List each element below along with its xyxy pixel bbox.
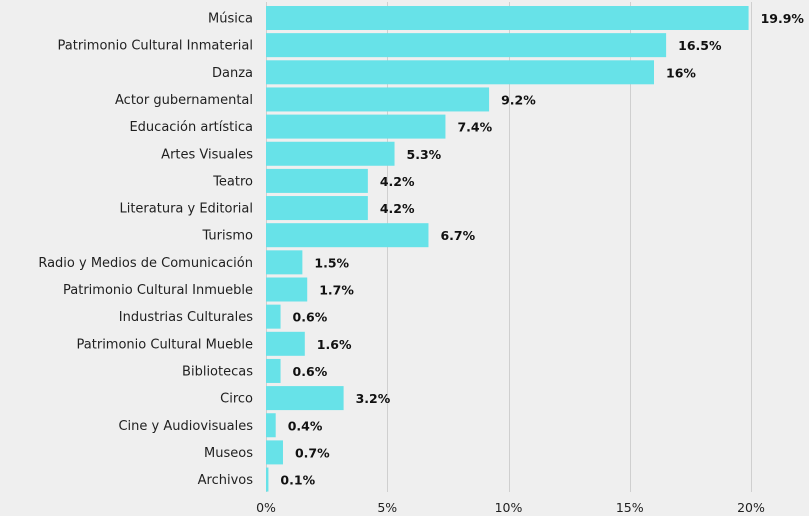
category-label: Patrimonio Cultural Mueble <box>77 337 253 352</box>
bar <box>266 114 446 139</box>
category-labels: Música Patrimonio Cultural Inmaterial Danz… <box>38 12 253 489</box>
x-tick-label: 20% <box>737 500 765 515</box>
value-label: 0.6% <box>293 310 328 325</box>
value-label: 1.5% <box>314 255 349 270</box>
bar <box>266 277 308 302</box>
value-label: 16% <box>666 65 696 80</box>
bar <box>266 413 276 438</box>
bar <box>266 358 281 383</box>
category-label: Patrimonio Cultural Inmaterial <box>58 39 253 54</box>
bar <box>266 440 283 465</box>
value-label: 4.2% <box>380 201 415 216</box>
x-tick-label: 5% <box>377 500 397 515</box>
category-label: Música <box>208 12 253 27</box>
bar <box>266 331 305 356</box>
bar <box>266 33 667 58</box>
value-label: 0.6% <box>293 364 328 379</box>
value-label: 3.2% <box>356 391 391 406</box>
x-tick-label: 0% <box>256 500 276 515</box>
category-label: Bibliotecas <box>182 364 253 379</box>
value-label: 0.1% <box>280 473 315 488</box>
value-label: 0.4% <box>288 418 323 433</box>
category-label: Archivos <box>198 473 254 488</box>
category-label: Turismo <box>201 229 253 244</box>
category-label: Radio y Medios de Comunicación <box>38 256 253 271</box>
bar <box>266 87 490 112</box>
value-label: 19.9% <box>761 11 805 26</box>
bar <box>266 168 368 193</box>
category-label: Patrimonio Cultural Inmueble <box>63 283 253 298</box>
value-label: 0.7% <box>295 445 330 460</box>
bar <box>266 467 269 492</box>
value-label: 4.2% <box>380 174 415 189</box>
category-label: Literatura y Editorial <box>119 202 253 217</box>
bar <box>266 196 368 221</box>
bar <box>266 6 749 30</box>
category-label: Educación artística <box>129 120 253 135</box>
category-label: Artes Visuales <box>161 147 253 162</box>
bar <box>266 141 395 166</box>
bar <box>266 223 429 248</box>
x-tick-label: 10% <box>495 500 523 515</box>
bars <box>266 6 749 492</box>
category-label: Cine y Audiovisuales <box>118 419 253 434</box>
value-label: 5.3% <box>407 147 442 162</box>
bar <box>266 304 281 329</box>
category-label: Museos <box>204 446 253 461</box>
value-label: 16.5% <box>678 38 722 53</box>
category-label: Teatro <box>212 174 253 189</box>
value-label: 7.4% <box>457 120 492 135</box>
category-label: Circo <box>220 392 253 407</box>
bar <box>266 386 344 411</box>
bar <box>266 250 303 275</box>
category-label: Actor gubernamental <box>115 93 253 108</box>
value-label: 6.7% <box>440 228 475 243</box>
category-label: Danza <box>212 66 253 81</box>
x-tick-label: 15% <box>616 500 644 515</box>
value-label: 1.6% <box>317 337 352 352</box>
category-label: Industrias Culturales <box>119 310 253 325</box>
value-label: 1.7% <box>319 283 354 298</box>
x-axis-tick-labels: 0% 5% 10% 15% 20% <box>256 500 765 515</box>
value-labels: 19.9% 16.5% 16% 9.2% 7.4% 5.3% 4.2% 4.2% 6.7% 1.5… <box>280 11 804 488</box>
value-label: 9.2% <box>501 92 536 107</box>
bar <box>266 60 654 85</box>
